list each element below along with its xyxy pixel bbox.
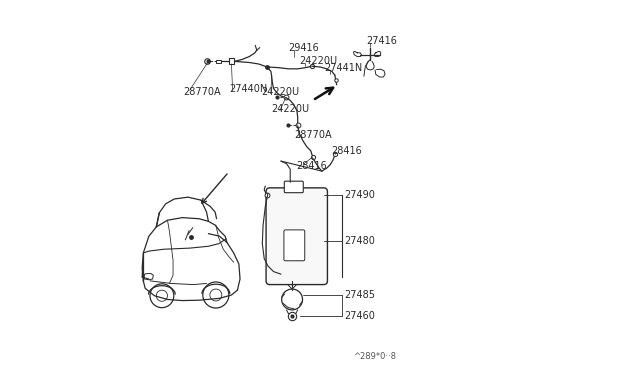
Text: 24220U: 24220U: [261, 87, 300, 97]
Bar: [229, 58, 234, 64]
Text: 24220U: 24220U: [299, 57, 337, 66]
Text: 27490: 27490: [344, 190, 375, 200]
Text: 28770A: 28770A: [184, 87, 221, 97]
Text: 27441N: 27441N: [324, 63, 363, 73]
Text: 27440N: 27440N: [229, 84, 267, 94]
Text: 28416: 28416: [296, 161, 326, 170]
Text: 24220U: 24220U: [271, 105, 309, 114]
Bar: [216, 60, 221, 63]
Text: 28416: 28416: [331, 147, 362, 156]
Text: ^289*0··8: ^289*0··8: [353, 352, 396, 361]
FancyBboxPatch shape: [266, 188, 328, 285]
Text: 27416: 27416: [367, 36, 397, 46]
Text: 27460: 27460: [344, 311, 375, 321]
Text: 27485: 27485: [344, 290, 375, 300]
Text: 29416: 29416: [289, 43, 319, 52]
Text: 27480: 27480: [344, 236, 375, 246]
Text: 28770A: 28770A: [294, 131, 332, 140]
FancyBboxPatch shape: [284, 181, 303, 193]
FancyBboxPatch shape: [284, 230, 305, 261]
